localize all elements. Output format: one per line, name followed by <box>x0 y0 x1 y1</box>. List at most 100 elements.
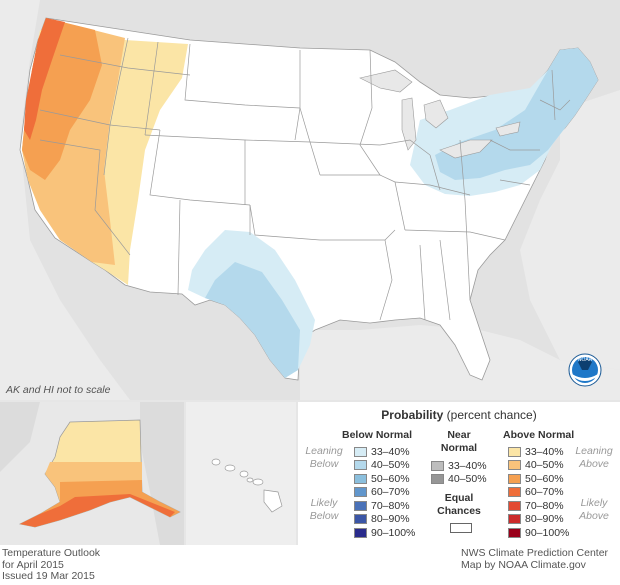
near-normal-line-1: Near <box>447 429 471 441</box>
above-normal-swatch <box>508 473 521 484</box>
likely-below-line-2: Below <box>309 510 339 522</box>
above-normal-item: 33–40% <box>508 445 564 458</box>
leaning-below-line-2: Below <box>309 458 339 470</box>
above-normal-range-label: 90–100% <box>525 526 570 539</box>
above-normal-swatch <box>508 500 521 511</box>
above-normal-range-label: 50–60% <box>525 472 564 485</box>
near-normal-swatch <box>431 460 444 471</box>
alaska-above-60-70 <box>20 494 175 527</box>
likely-above-label: Likely Above <box>570 497 618 523</box>
leaning-above-line-1: Leaning <box>575 445 613 457</box>
likely-below-line-1: Likely <box>310 497 338 509</box>
below-normal-swatch <box>354 514 367 524</box>
below-normal-item: 90–100% <box>354 526 415 539</box>
outlook-info: Temperature Outlook for April 2015 Issue… <box>2 547 101 583</box>
credit-cpc: NWS Climate Prediction Center <box>461 547 609 559</box>
below-normal-range-label: 80–90% <box>371 513 410 525</box>
near-normal-item: 40–50% <box>431 473 487 486</box>
noaa-logo-text: NOAA <box>578 357 593 363</box>
above-normal-item: 80–90% <box>508 513 564 526</box>
below-normal-item: 40–50% <box>354 459 410 472</box>
hawaii-islands <box>211 458 283 513</box>
below-normal-swatch <box>354 527 367 538</box>
hawaii-inset <box>186 402 296 545</box>
scale-note: AK and HI not to scale <box>6 384 111 396</box>
below-normal-item: 50–60% <box>354 472 410 485</box>
conus-outlook-map: NOAA AK and HI not to scale <box>0 0 620 400</box>
above-normal-range-label: 33–40% <box>525 445 564 458</box>
outlook-period: for April 2015 <box>2 558 64 571</box>
leaning-below-label: Leaning Below <box>300 445 348 471</box>
above-normal-range-label: 80–90% <box>525 513 564 525</box>
above-normal-swatch <box>508 446 521 457</box>
leaning-below-line-1: Leaning <box>305 445 343 457</box>
alaska-inset <box>0 402 184 545</box>
near-normal-item: 33–40% <box>431 459 487 472</box>
above-normal-range-label: 60–70% <box>525 486 564 498</box>
below-normal-heading: Below Normal <box>342 429 413 441</box>
above-normal-swatch <box>508 487 521 497</box>
near-normal-range-label: 33–40% <box>448 459 487 472</box>
below-normal-item: 70–80% <box>354 499 410 512</box>
state-boundaries <box>39 37 571 321</box>
noaa-logo: NOAA <box>568 353 602 387</box>
above-normal-item: 90–100% <box>508 526 569 539</box>
map-credits: NWS Climate Prediction Center Map by NOA… <box>461 547 609 571</box>
below-normal-range-label: 33–40% <box>371 445 410 458</box>
atlantic-ocean <box>520 90 620 370</box>
leaning-above-line-2: Above <box>579 458 609 470</box>
below-normal-swatch <box>354 460 367 470</box>
below-40-50-region-south <box>205 262 300 378</box>
above-normal-item: 70–80% <box>508 499 564 512</box>
above-normal-item: 60–70% <box>508 486 564 499</box>
above-normal-swatch <box>508 527 521 538</box>
below-normal-swatch <box>354 500 367 511</box>
hawaii-map-svg <box>211 458 283 513</box>
equal-chances-line-2: Chances <box>437 505 481 517</box>
above-normal-item: 50–60% <box>508 472 564 485</box>
equal-chances-heading: Equal Chances <box>434 492 484 518</box>
below-normal-swatch <box>354 487 367 497</box>
outlook-issued-date: Issued 19 Mar 2015 <box>2 570 95 582</box>
near-normal-range-label: 40–50% <box>448 473 487 485</box>
below-normal-item: 80–90% <box>354 513 410 526</box>
below-normal-range-label: 60–70% <box>371 486 410 498</box>
above-normal-heading: Above Normal <box>503 429 575 441</box>
near-normal-swatch <box>431 474 444 484</box>
alaska-map-svg <box>0 402 184 545</box>
canada-land <box>140 402 184 545</box>
below-normal-item: 60–70% <box>354 486 410 499</box>
outlook-title: Temperature Outlook <box>2 547 101 559</box>
equal-chances-swatch <box>450 523 472 533</box>
below-normal-swatch <box>354 446 367 457</box>
legend-title-bold: Probability <box>381 408 444 422</box>
great-lakes <box>359 69 521 159</box>
pacific-ocean <box>0 0 130 400</box>
above-normal-item: 40–50% <box>508 459 564 472</box>
near-normal-heading: Near Normal <box>438 429 480 455</box>
likely-above-line-1: Likely <box>580 497 608 509</box>
below-normal-range-label: 90–100% <box>371 526 416 539</box>
below-normal-item: 33–40% <box>354 445 410 458</box>
below-normal-swatch <box>354 473 367 484</box>
below-normal-range-label: 70–80% <box>371 499 410 512</box>
gulf-of-mexico <box>300 325 620 400</box>
above-normal-swatch <box>508 514 521 524</box>
conus-map-svg: NOAA <box>0 0 620 400</box>
map-footer: Temperature Outlook for April 2015 Issue… <box>0 545 620 585</box>
probability-legend: Probability (percent chance) Below Norma… <box>298 402 620 545</box>
credit-climate-gov: Map by NOAA Climate.gov <box>461 558 586 571</box>
alaska-russia-land <box>0 402 40 472</box>
above-normal-range-label: 40–50% <box>525 459 564 471</box>
above-60-70-region <box>24 18 65 140</box>
above-normal-range-label: 70–80% <box>525 499 564 512</box>
legend-title-suffix: (percent chance) <box>446 408 537 422</box>
legend-title: Probability (percent chance) <box>298 408 620 422</box>
likely-below-label: Likely Below <box>300 497 348 523</box>
likely-above-line-2: Above <box>579 510 609 522</box>
below-normal-range-label: 50–60% <box>371 472 410 485</box>
below-normal-range-label: 40–50% <box>371 459 410 471</box>
leaning-above-label: Leaning Above <box>570 445 618 471</box>
above-normal-swatch <box>508 460 521 470</box>
near-normal-line-2: Normal <box>440 442 478 454</box>
